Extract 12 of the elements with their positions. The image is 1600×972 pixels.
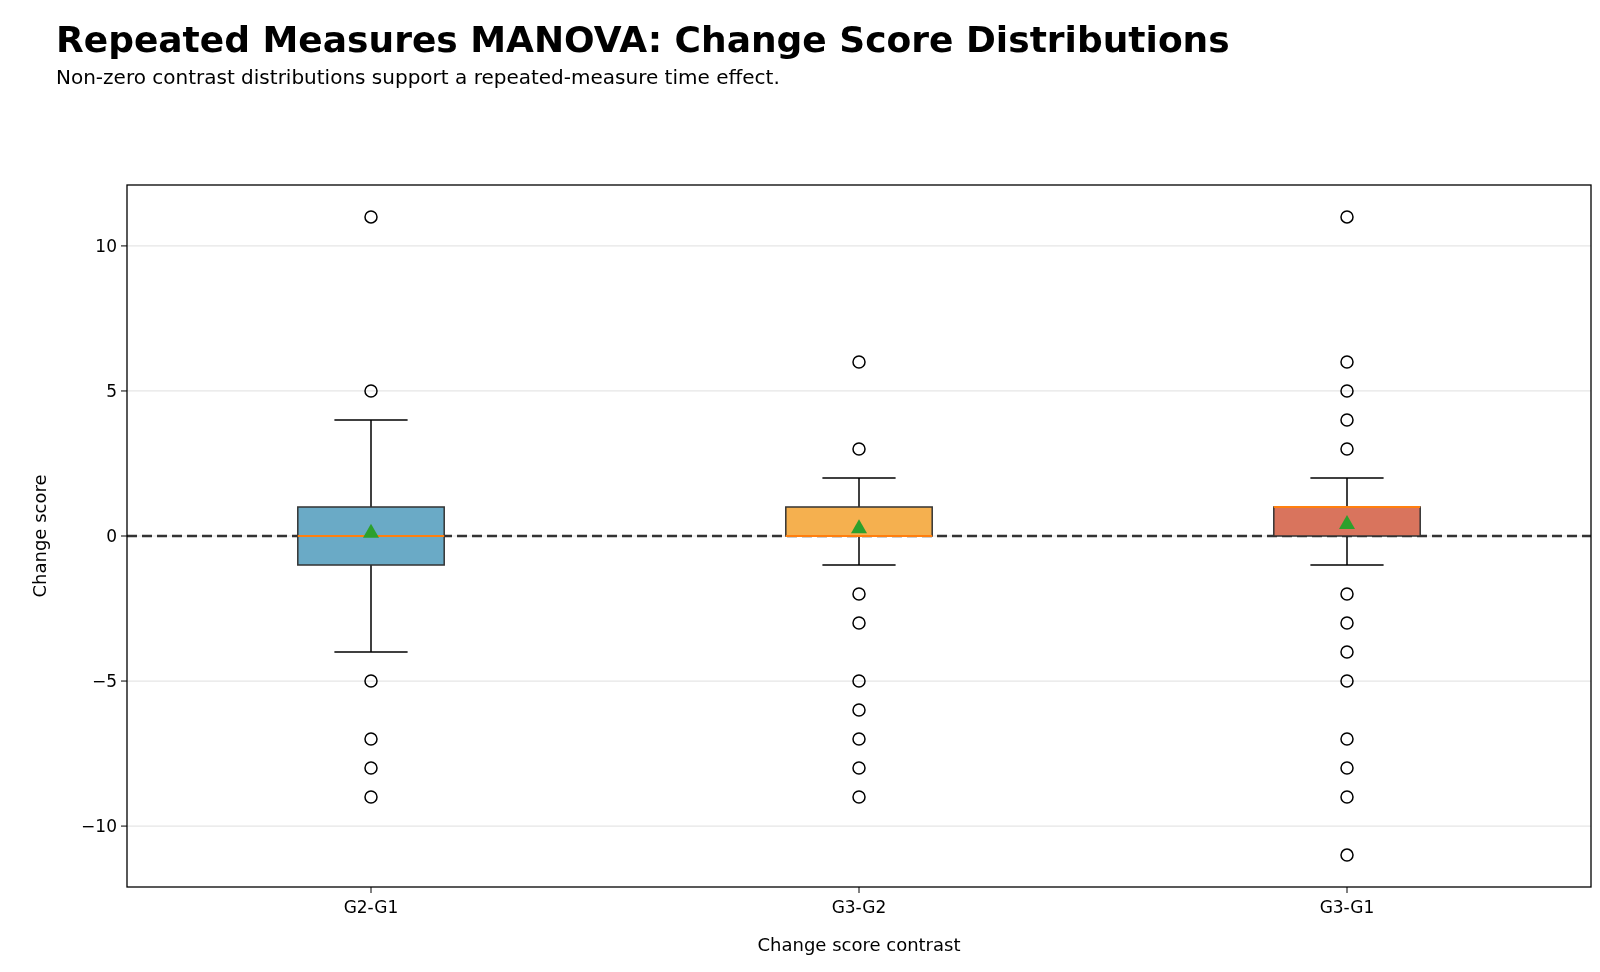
y-axis-title: Change score xyxy=(29,474,50,598)
x-tick-label: G2-G1 xyxy=(343,897,399,917)
x-tick-label: G3-G1 xyxy=(1319,897,1375,917)
y-tick-label: 5 xyxy=(106,380,117,401)
x-axis-title: Change score contrast xyxy=(757,934,961,955)
y-tick-label: −10 xyxy=(81,816,117,837)
y-tick-label: 0 xyxy=(106,525,117,546)
chart-title: Repeated Measures MANOVA: Change Score Distributions xyxy=(56,19,1230,60)
y-tick-label: 10 xyxy=(95,235,117,256)
chart-subtitle: Non-zero contrast distributions support a repeated-measure time effect. xyxy=(56,65,780,89)
y-tick-label: −5 xyxy=(91,670,117,691)
x-tick-label: G3-G2 xyxy=(831,897,887,917)
